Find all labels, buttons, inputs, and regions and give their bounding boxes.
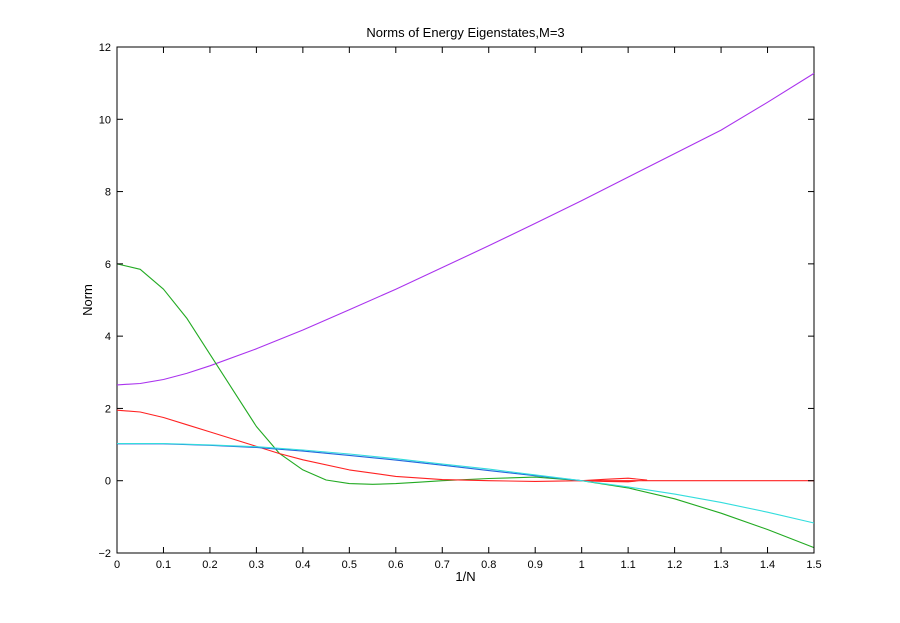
y-tick-label: −2 bbox=[98, 548, 111, 560]
y-tick-label: 4 bbox=[105, 331, 111, 343]
x-tick-label: 0.6 bbox=[388, 559, 403, 571]
x-tick-label: 0.8 bbox=[481, 559, 496, 571]
y-tick-label: 0 bbox=[105, 476, 111, 488]
x-tick-label: 1.4 bbox=[760, 559, 775, 571]
y-tick-label: 8 bbox=[105, 187, 111, 199]
x-tick-label: 0.3 bbox=[249, 559, 264, 571]
x-tick-label: 0.7 bbox=[435, 559, 450, 571]
series-line-5 bbox=[117, 442, 815, 524]
x-tick-label: 0.9 bbox=[528, 559, 543, 571]
y-tick-label: 6 bbox=[105, 259, 111, 271]
series-line-2 bbox=[116, 263, 815, 549]
x-tick-label: 0.1 bbox=[156, 559, 171, 571]
x-tick-label: 1.3 bbox=[713, 559, 728, 571]
series-line-3 bbox=[116, 409, 814, 483]
x-tick-label: 1 bbox=[579, 559, 585, 571]
x-tick-label: 1.1 bbox=[620, 559, 635, 571]
y-tick-label: 2 bbox=[105, 403, 111, 415]
x-tick-label: 0.4 bbox=[295, 559, 310, 571]
series-line-1 bbox=[116, 72, 815, 386]
y-axis-label: Norm bbox=[80, 284, 95, 316]
chart-title: Norms of Energy Eigenstates,M=3 bbox=[366, 25, 564, 40]
x-tick-label: 0 bbox=[114, 559, 120, 571]
x-axis-label: 1/N bbox=[455, 569, 475, 584]
x-tick-label: 0.5 bbox=[342, 559, 357, 571]
y-tick-label: 12 bbox=[99, 42, 111, 54]
x-tick-label: 0.2 bbox=[202, 559, 217, 571]
y-axis-ticks: −2 0 2 4 6 8 10 12 bbox=[98, 42, 814, 560]
y-tick-label: 10 bbox=[99, 114, 111, 126]
series-layer bbox=[116, 72, 815, 549]
x-tick-label: 1.5 bbox=[806, 559, 821, 571]
plot-area bbox=[116, 46, 815, 554]
x-tick-label: 1.2 bbox=[667, 559, 682, 571]
x-axis-ticks: 0 0.1 0.2 0.3 0.4 0.5 0.6 0.7 0.8 0.9 1 1.1 1.2 1.3 1.… bbox=[114, 47, 822, 571]
